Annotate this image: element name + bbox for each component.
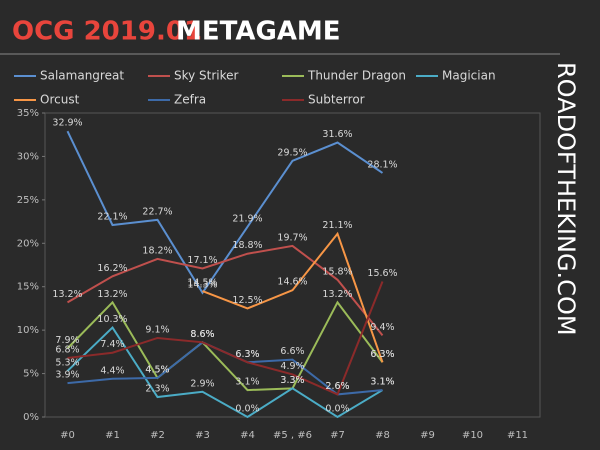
x-tick-label: #1 xyxy=(105,430,120,441)
data-label: 22.7% xyxy=(142,206,172,217)
y-tick-label: 5% xyxy=(23,369,39,380)
y-tick-label: 0% xyxy=(23,412,39,423)
data-label: 8.6% xyxy=(190,329,214,340)
legend-label: Sky Striker xyxy=(174,69,239,83)
y-tick-label: 35% xyxy=(17,108,39,119)
data-label: 14.3% xyxy=(187,279,217,290)
data-label: 5.3% xyxy=(55,357,79,368)
x-tick-label: #0 xyxy=(60,430,75,441)
y-tick-label: 25% xyxy=(17,195,39,206)
x-tick-label: #4 xyxy=(240,430,255,441)
series-line xyxy=(66,325,384,419)
data-label: 7.4% xyxy=(100,339,124,350)
data-label: 6.3% xyxy=(370,349,394,360)
data-label: 9.4% xyxy=(370,322,394,333)
x-tick-label: #2 xyxy=(150,430,165,441)
data-label: 3.1% xyxy=(370,377,394,388)
series-line xyxy=(66,244,384,336)
data-label: 2.6% xyxy=(325,381,349,392)
series-line xyxy=(66,300,384,392)
data-label: 18.8% xyxy=(232,240,262,251)
data-label: 10.3% xyxy=(97,314,127,325)
data-label: 21.1% xyxy=(322,220,352,231)
legend-label: Salamangreat xyxy=(40,69,124,83)
data-label: 12.5% xyxy=(232,295,262,306)
data-label: 3.3% xyxy=(280,375,304,386)
data-label: 8.6% xyxy=(190,329,214,340)
data-label: 31.6% xyxy=(322,129,352,140)
y-tick-label: 30% xyxy=(17,151,39,162)
data-label: 3.9% xyxy=(55,370,79,381)
data-label: 6.8% xyxy=(55,344,79,355)
legend-label: Subterror xyxy=(308,93,365,107)
data-label: 15.6% xyxy=(367,268,397,279)
chart-title-suffix: METAGAME xyxy=(176,17,341,47)
series-line xyxy=(67,281,384,396)
data-label: 14.6% xyxy=(277,277,307,288)
data-label: 18.2% xyxy=(142,245,172,256)
x-tick-label: #3 xyxy=(195,430,210,441)
legend-label: Magician xyxy=(442,69,496,83)
data-label: 6.6% xyxy=(280,346,304,357)
y-tick-label: 15% xyxy=(17,282,39,293)
data-label: 2.6% xyxy=(325,381,349,392)
series-line xyxy=(66,130,384,295)
data-label: 3.1% xyxy=(235,377,259,388)
data-label: 13.2% xyxy=(52,289,82,300)
data-label: 15.8% xyxy=(322,266,352,277)
data-label: 6.3% xyxy=(370,349,394,360)
data-label: 0.0% xyxy=(235,404,259,415)
legend-label: Zefra xyxy=(174,93,206,107)
data-label: 8.6% xyxy=(190,329,214,340)
data-label: 19.7% xyxy=(277,232,307,243)
data-label: 32.9% xyxy=(52,118,82,129)
data-label: 28.1% xyxy=(367,159,397,170)
data-label: 16.2% xyxy=(97,263,127,274)
data-label: 2.9% xyxy=(190,378,214,389)
legend-label: Thunder Dragon xyxy=(307,69,406,83)
y-tick-label: 20% xyxy=(17,238,39,249)
data-label: 21.9% xyxy=(232,213,262,224)
data-label: 4.5% xyxy=(145,364,169,375)
x-tick-label: #8 xyxy=(375,430,390,441)
plot-frame xyxy=(44,112,541,418)
data-label: 17.1% xyxy=(187,255,217,266)
data-label: 4.9% xyxy=(280,361,304,372)
x-tick-label: #7 xyxy=(330,430,345,441)
x-tick-label: #10 xyxy=(462,430,483,441)
data-label: 4.5% xyxy=(145,364,169,375)
data-label: 6.3% xyxy=(235,349,259,360)
series-line xyxy=(202,231,384,363)
watermark: ROADOFTHEKING.COM xyxy=(552,62,580,336)
data-label: 2.3% xyxy=(145,384,169,395)
data-label: 9.1% xyxy=(145,324,169,335)
data-label: 29.5% xyxy=(277,147,307,158)
chart-title: OCG 2019.01 xyxy=(12,17,202,47)
data-label: 3.1% xyxy=(370,377,394,388)
y-tick-label: 10% xyxy=(17,325,39,336)
x-tick-label: #9 xyxy=(420,430,435,441)
data-label: 3.3% xyxy=(280,375,304,386)
x-tick-label: #5 , #6 xyxy=(273,430,312,441)
data-label: 14.5% xyxy=(187,278,217,289)
data-label: 7.9% xyxy=(55,335,79,346)
data-label: 13.2% xyxy=(97,289,127,300)
data-label: 13.2% xyxy=(322,289,352,300)
legend-label: Orcust xyxy=(40,93,80,107)
data-label: 0.0% xyxy=(325,404,349,415)
data-label: 4.4% xyxy=(100,365,124,376)
data-label: 6.3% xyxy=(235,349,259,360)
data-label: 22.1% xyxy=(97,212,127,223)
x-tick-label: #11 xyxy=(507,430,528,441)
